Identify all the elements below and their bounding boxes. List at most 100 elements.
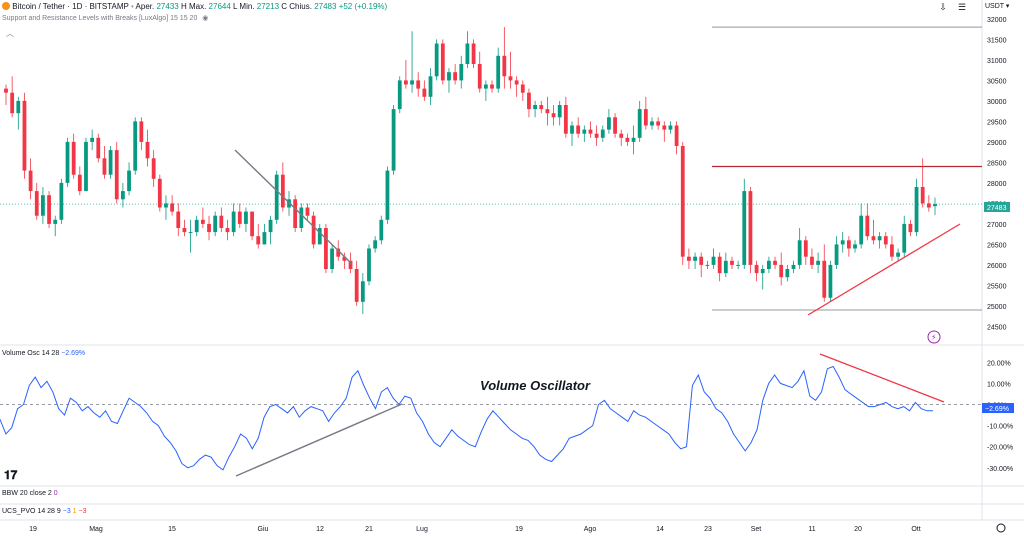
candle-body (373, 240, 378, 249)
candle-body (736, 264, 741, 266)
candle-body (274, 174, 279, 220)
candle-body (662, 125, 667, 130)
candle-body (668, 125, 673, 130)
candle-body (447, 72, 451, 81)
open-value: 27433 (156, 2, 179, 11)
candle-body (47, 195, 51, 224)
candle-body (188, 232, 193, 234)
osc-tick-label: 20.00% (987, 360, 1011, 367)
candle-body (920, 187, 925, 204)
time-tick-label: Ott (911, 526, 920, 533)
candle-body (367, 248, 371, 282)
arrow-down-icon[interactable]: ⇩ (939, 2, 947, 12)
candle-body (391, 109, 396, 171)
candle-body (336, 248, 341, 257)
osc-downtrend-line (819, 353, 945, 403)
indicator-legend[interactable]: Support and Resistance Levels with Break… (2, 14, 208, 22)
candle-body (926, 203, 931, 208)
candle-body (483, 84, 488, 89)
menu-icon[interactable]: ☰ (957, 2, 967, 12)
candle-body (760, 269, 765, 274)
time-tick-label: Mag (89, 526, 103, 533)
bitcoin-icon (2, 2, 10, 10)
candle-body (643, 109, 648, 126)
candle-body (471, 43, 476, 64)
candle-body (22, 100, 27, 171)
candle-body (59, 182, 64, 220)
candle-body (145, 141, 150, 159)
candle-body (404, 80, 408, 85)
low-sep: Min. (239, 2, 255, 11)
candle-body (822, 260, 827, 298)
price-tick-label: 26000 (987, 263, 1007, 270)
candle-body (108, 150, 113, 175)
candle-body (588, 129, 593, 134)
candle-body (637, 109, 642, 138)
candle-body (53, 219, 58, 224)
price-tick-label: 29500 (987, 119, 1007, 126)
candle-body (810, 256, 814, 265)
candle-body (502, 55, 507, 77)
status-dot: • (130, 2, 134, 11)
volume-osc-legend[interactable]: Volume Osc 14 28 −2.69% (2, 350, 85, 357)
volume-osc-line (0, 365, 933, 471)
candle-body (871, 236, 876, 241)
indicator-name: Support and Resistance Levels with Break… (2, 15, 198, 22)
volume-oscillator-annotation[interactable]: Volume Oscillator (480, 378, 591, 393)
candle-body (908, 223, 913, 233)
candle-body (551, 113, 556, 118)
osc-tick-label: -20.00% (987, 445, 1013, 452)
candle-body (182, 228, 187, 233)
time-tick-label: 11 (808, 526, 815, 533)
candles (4, 27, 937, 315)
candle-body (379, 219, 384, 241)
candle-body (570, 125, 574, 134)
close-sep: Chius. (289, 2, 312, 11)
time-tick-label: 21 (365, 526, 373, 533)
candle-body (151, 158, 156, 179)
tradingview-logo[interactable]: 𝟏𝟕 (4, 468, 18, 482)
symbol-header[interactable]: Bitcoin / Tether · 1D · BITSTAMP • Aper.… (2, 2, 387, 11)
ucs-pvo-legend[interactable]: UCS_PVO 14 28 9 −3 1 −3 (2, 508, 87, 515)
candle-body (680, 146, 685, 257)
candle-body (711, 256, 716, 265)
ucs-v3: −3 (78, 508, 87, 515)
candle-body (256, 236, 261, 245)
bolt-glyph: ⚡ (931, 333, 937, 342)
symbol-title[interactable]: Bitcoin / Tether · 1D · BITSTAMP (12, 2, 129, 11)
currency-selector[interactable]: USDT ▾ (985, 2, 1009, 10)
candle-body (16, 100, 21, 114)
candle-body (231, 211, 236, 233)
candle-body (416, 80, 421, 89)
time-axis: 19 Mag 15 Giu 12 21 Lug 19 Ago 14 23 Set 11 20 Ott (29, 526, 921, 533)
candle-body (730, 260, 734, 265)
osc-tick-label: -10.00% (987, 424, 1013, 431)
candle-body (34, 191, 39, 216)
collapse-chevron-icon[interactable]: ︿ (6, 29, 14, 38)
candle-body (84, 141, 88, 192)
bbw-legend[interactable]: BBW 20 close 2 0 (2, 490, 58, 497)
candle-body (422, 88, 427, 97)
gear-icon[interactable] (996, 523, 1006, 533)
candle-body (176, 211, 181, 228)
candle-body (157, 178, 162, 208)
candle-body (674, 125, 679, 146)
candle-body (305, 207, 310, 216)
candle-body (545, 109, 550, 114)
candle-body (754, 264, 759, 274)
candle-body (299, 207, 304, 228)
ucs-v2: 1 (72, 508, 77, 515)
osc-tick-label: -30.00% (987, 466, 1013, 473)
candle-body (96, 137, 101, 159)
candle-body (803, 240, 808, 257)
price-axis: 32000 31500 31000 30500 30000 29500 29000 28500… (987, 17, 1007, 331)
candle-body (65, 141, 70, 183)
candle-body (723, 260, 728, 274)
candle-body (705, 264, 710, 266)
candle-body (828, 264, 833, 298)
alert-bolt-icon[interactable] (927, 330, 941, 344)
candle-body (840, 240, 845, 245)
candle-body (883, 236, 888, 245)
eye-icon[interactable]: ◉ (202, 15, 209, 22)
